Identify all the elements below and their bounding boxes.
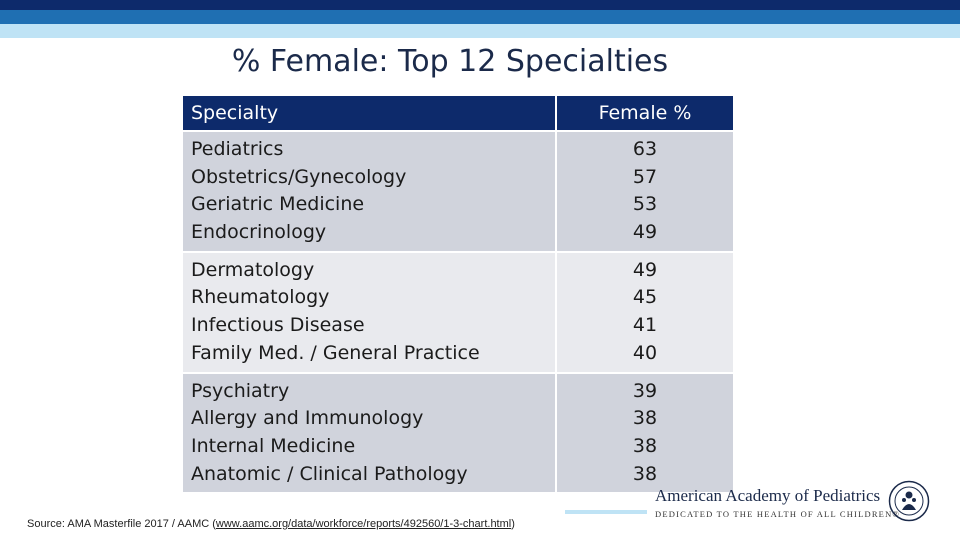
female-percent-value: 49 — [632, 258, 658, 281]
specialty-name: Pediatrics — [191, 138, 284, 160]
table-header: Specialty Female % — [183, 96, 733, 130]
aap-seal-icon — [888, 480, 930, 522]
specialty-name: Geriatric Medicine — [191, 193, 365, 216]
female-percent-value: 53 — [632, 193, 658, 216]
table-row-group: Dermatology Rheumatology Infectious Dise… — [183, 252, 733, 372]
female-percent-value: 38 — [632, 434, 658, 457]
specialty-name: Endocrinology — [191, 221, 327, 244]
specialty-cell: Dermatology Rheumatology Infectious Dise… — [183, 252, 555, 372]
header-specialty: Specialty — [183, 96, 555, 130]
top-band-navy — [0, 0, 960, 10]
specialty-name: Allergy and Immunology — [191, 407, 424, 430]
female-percent-value: 49 — [632, 221, 658, 244]
specialty-name: Anatomic / Clinical Pathology — [191, 462, 468, 485]
aap-logo-tagline: DEDICATED TO THE HEALTH OF ALL CHILDREN® — [655, 509, 901, 519]
header-female-percent: Female % — [557, 96, 733, 130]
female-percent-value: 38 — [632, 462, 658, 485]
female-percent-value: 38 — [632, 407, 658, 430]
source-citation: Source: AMA Masterfile 2017 / AAMC (www.… — [27, 518, 515, 530]
specialty-name: Family Med. / General Practice — [191, 341, 480, 364]
footer-rule — [565, 510, 647, 514]
source-suffix: ) — [511, 518, 515, 530]
female-percent-value: 39 — [632, 379, 658, 402]
slide-title: % Female: Top 12 Specialties — [231, 44, 669, 79]
source-link[interactable]: www.aamc.org/data/workforce/reports/4925… — [215, 518, 512, 530]
specialty-table: Specialty Female % Pediatrics Obstetrics… — [183, 96, 733, 494]
female-percent-value: 45 — [632, 286, 658, 309]
specialty-name: Internal Medicine — [191, 434, 356, 457]
female-percent-value: 41 — [632, 314, 658, 337]
aap-logo: American Academy of Pediatrics DEDICATED… — [655, 486, 901, 519]
aap-logo-name: American Academy of Pediatrics — [655, 486, 881, 505]
female-percent-cell: 39 38 38 38 — [557, 373, 733, 493]
specialty-name: Obstetrics/Gynecology — [191, 165, 407, 188]
table-row-group: Psychiatry Allergy and Immunology Intern… — [183, 373, 733, 493]
source-prefix: Source: AMA Masterfile 2017 / AAMC ( — [27, 518, 216, 530]
specialty-name: Rheumatology — [191, 286, 330, 309]
female-percent-cell: 63 57 53 49 — [557, 132, 733, 251]
table-row-group: Pediatrics Obstetrics/Gynecology Geriatr… — [183, 132, 733, 251]
specialty-cell: Pediatrics Obstetrics/Gynecology Geriatr… — [183, 132, 555, 251]
top-band-light — [0, 24, 960, 38]
specialty-name: Dermatology — [191, 258, 315, 281]
female-percent-value: 40 — [632, 341, 658, 364]
female-percent-value: 63 — [632, 138, 658, 160]
specialty-name: Psychiatry — [191, 379, 290, 402]
specialty-name: Infectious Disease — [191, 314, 365, 337]
top-band-blue — [0, 10, 960, 24]
female-percent-value: 57 — [632, 165, 658, 188]
specialty-cell: Psychiatry Allergy and Immunology Intern… — [183, 373, 555, 493]
female-percent-cell: 49 45 41 40 — [557, 252, 733, 372]
